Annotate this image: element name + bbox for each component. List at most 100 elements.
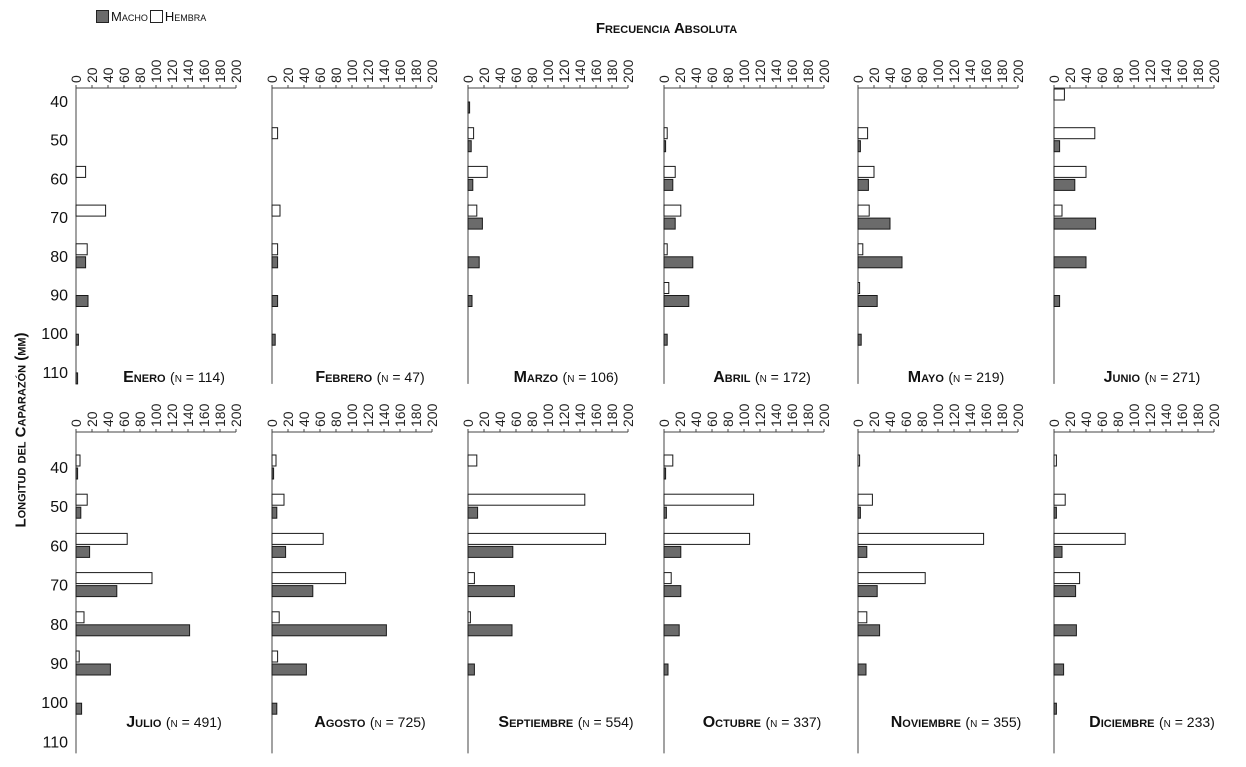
x-tick-label: 100 xyxy=(540,403,556,427)
x-tick-label: 140 xyxy=(376,59,392,83)
panel-n: (n = 271) xyxy=(1144,369,1200,385)
male-swatch xyxy=(96,10,109,23)
y-tick-label: 90 xyxy=(50,656,68,673)
x-tick-label: 40 xyxy=(688,67,704,83)
legend-label-female: Hembra xyxy=(164,9,207,24)
x-tick-label: 180 xyxy=(994,59,1010,83)
male-bar xyxy=(467,140,472,153)
y-tick-label: 50 xyxy=(50,133,68,150)
male-bar xyxy=(467,217,483,230)
male-bar xyxy=(1053,256,1087,269)
female-bar xyxy=(75,243,88,256)
panel-caption: Enero (n = 114) xyxy=(123,369,225,386)
male-bar xyxy=(1053,506,1057,519)
female-bar xyxy=(271,572,347,585)
female-bar xyxy=(467,204,478,217)
female-bar xyxy=(663,493,755,506)
x-tick-label: 40 xyxy=(882,411,898,427)
x-tick-label: 140 xyxy=(1158,59,1174,83)
x-tick-label: 60 xyxy=(508,411,524,427)
x-tick-label: 100 xyxy=(148,403,164,427)
x-tick-label: 40 xyxy=(100,411,116,427)
x-tick-label: 180 xyxy=(604,403,620,427)
x-tick-label: 20 xyxy=(672,411,688,427)
x-tick-label: 140 xyxy=(180,59,196,83)
panel-caption: Febrero (n = 47) xyxy=(315,369,424,386)
male-bar xyxy=(271,702,278,715)
panel-n: (n = 554) xyxy=(578,714,634,730)
male-bar xyxy=(75,467,79,480)
x-tick-label: 0 xyxy=(1046,419,1062,427)
x-tick-label: 100 xyxy=(1126,59,1142,83)
female-bar xyxy=(663,243,668,256)
x-tick-label: 40 xyxy=(882,67,898,83)
male-bar xyxy=(857,624,881,637)
x-tick-label: 100 xyxy=(736,59,752,83)
x-tick-label: 80 xyxy=(720,411,736,427)
male-bar xyxy=(75,585,118,598)
x-tick-label: 0 xyxy=(460,419,476,427)
x-tick-label: 180 xyxy=(408,403,424,427)
x-tick-label: 160 xyxy=(196,403,212,427)
x-tick-label: 200 xyxy=(424,59,440,83)
x-tick-label: 120 xyxy=(1142,59,1158,83)
x-tick-label: 200 xyxy=(1206,59,1222,83)
female-bar xyxy=(467,532,607,545)
male-bar xyxy=(1053,178,1076,191)
panel-caption: Octubre (n = 337) xyxy=(703,714,822,731)
female-bar xyxy=(663,532,751,545)
x-tick-label: 120 xyxy=(360,59,376,83)
x-tick-label: 140 xyxy=(962,403,978,427)
panel-n: (n = 233) xyxy=(1159,714,1215,730)
x-tick-label: 100 xyxy=(930,59,946,83)
x-tick-label: 160 xyxy=(784,403,800,427)
male-bar xyxy=(271,624,387,637)
x-tick-label: 160 xyxy=(978,59,994,83)
female-bar xyxy=(467,454,478,467)
x-tick-label: 160 xyxy=(784,59,800,83)
male-bar xyxy=(75,506,82,519)
male-bar xyxy=(271,256,279,269)
x-tick-label: 200 xyxy=(1010,59,1026,83)
x-tick-label: 0 xyxy=(264,75,280,83)
female-bar xyxy=(857,454,861,467)
male-bar xyxy=(857,140,861,153)
female-bar xyxy=(75,572,153,585)
x-tick-label: 140 xyxy=(768,59,784,83)
x-tick-label: 120 xyxy=(946,59,962,83)
male-bar xyxy=(271,506,278,519)
male-bar xyxy=(271,545,287,558)
panel-month: Abril xyxy=(713,369,755,386)
female-bar xyxy=(271,243,279,256)
female-bar xyxy=(75,454,81,467)
x-tick-label: 60 xyxy=(508,67,524,83)
x-tick-label: 40 xyxy=(492,411,508,427)
x-tick-label: 200 xyxy=(1206,403,1222,427)
x-tick-label: 60 xyxy=(116,67,132,83)
female-bar xyxy=(1053,532,1126,545)
x-tick-label: 120 xyxy=(164,59,180,83)
male-bar xyxy=(75,372,79,385)
x-tick-label: 80 xyxy=(328,67,344,83)
panel-caption: Septiembre (n = 554) xyxy=(498,714,633,731)
x-tick-label: 20 xyxy=(280,411,296,427)
male-bar xyxy=(467,101,471,114)
male-bar xyxy=(467,295,473,307)
y-tick-label: 40 xyxy=(50,94,68,111)
female-bar xyxy=(663,127,668,140)
x-tick-label: 60 xyxy=(312,411,328,427)
x-tick-label: 180 xyxy=(800,59,816,83)
female-bar xyxy=(467,127,475,140)
x-tick-label: 0 xyxy=(656,75,672,83)
panel-n: (n = 491) xyxy=(166,714,222,730)
male-bar xyxy=(857,663,867,676)
panel-caption: Noviembre (n = 355) xyxy=(891,714,1022,731)
female-bar xyxy=(271,532,324,545)
x-tick-label: 180 xyxy=(800,403,816,427)
male-bar xyxy=(663,295,690,307)
x-tick-label: 80 xyxy=(328,411,344,427)
female-bar xyxy=(75,204,107,217)
male-bar xyxy=(663,663,669,676)
x-tick-label: 40 xyxy=(100,67,116,83)
x-tick-label: 20 xyxy=(866,67,882,83)
